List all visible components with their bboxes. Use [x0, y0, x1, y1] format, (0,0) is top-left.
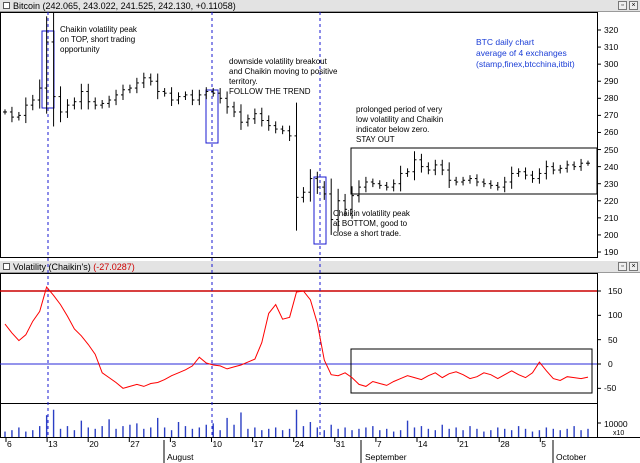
volatility-y-tick: 150 [608, 286, 623, 296]
x-tick-label: 21 [459, 439, 469, 449]
x-tick-label: 13 [48, 439, 58, 449]
month-label: September [365, 452, 407, 462]
price-bars [3, 12, 590, 235]
minimize-pane-button[interactable]: ▫ [618, 262, 627, 271]
minimize-pane-button[interactable]: ▫ [618, 1, 627, 10]
price-y-tick: 210 [604, 212, 619, 223]
close-pane-button[interactable]: × [629, 262, 638, 271]
volatility-title: Volatility (Chaikin's) [13, 262, 91, 272]
price-y-tick: 230 [604, 178, 619, 189]
volatility-readout: (-27.0287) [93, 262, 135, 272]
low-volatility-box [350, 147, 598, 195]
volatility-series [4, 286, 589, 389]
x-tick-label: 17 [253, 439, 264, 449]
ohlc-readout: (242.065, 243.022, 241.525, 242.130, +0.… [42, 1, 236, 11]
price-y-tick: 310 [604, 42, 619, 53]
breakout-box [205, 89, 219, 144]
month-label: October [556, 452, 587, 462]
pane-icon [3, 2, 10, 9]
x-tick-label: 14 [418, 439, 428, 449]
annotation-prolonged: prolonged period of very low volatility … [356, 105, 444, 144]
annotation-bottom-peak: Chaikin volatility peak at BOTTOM, good … [333, 209, 410, 238]
x-tick-label: 10 [212, 439, 222, 449]
volatility-pane-title: Volatility (Chaikin's) (-27.0287) [13, 261, 135, 273]
price-y-tick: 260 [604, 127, 619, 138]
month-label: August [167, 452, 194, 462]
symbol-label: Bitcoin [13, 1, 41, 11]
close-pane-button[interactable]: × [629, 1, 638, 10]
volatility-plot-frame [0, 273, 598, 404]
price-y-tick: 220 [604, 195, 619, 206]
price-y-tick: 200 [604, 229, 619, 240]
x-tick-label: 28 [500, 439, 510, 449]
x-tick-label: 24 [294, 439, 305, 449]
bottom-peak-box [313, 176, 327, 245]
chart-note: BTC daily chart average of 4 exchanges (… [476, 37, 575, 69]
pane-icon [3, 263, 10, 270]
price-y-tick: 290 [604, 76, 619, 87]
x-tick-label: 3 [171, 439, 177, 449]
x-tick-label: 5 [541, 439, 547, 449]
volume-scale-label: x10 [613, 430, 625, 437]
volatility-y-tick: 50 [608, 334, 618, 345]
price-y-tick: 320 [604, 25, 619, 35]
annotation-top-peak: Chaikin volatility peak on TOP, short tr… [60, 25, 137, 54]
price-y-tick: 280 [604, 93, 619, 104]
price-y-tick: 270 [604, 110, 619, 121]
volume-plot-frame [0, 403, 598, 438]
x-tick-label: 7 [376, 439, 382, 449]
volume-y-tick: 10000 [604, 419, 628, 429]
price-y-tick: 190 [604, 247, 619, 257]
volatility-y-tick: 100 [608, 310, 623, 321]
x-tick-label: 27 [130, 439, 140, 449]
price-plot-frame [0, 12, 598, 258]
x-tick-label: 6 [7, 439, 12, 449]
x-tick-label: 20 [89, 439, 99, 449]
price-y-tick: 300 [604, 59, 619, 70]
price-pane-title: Bitcoin (242.065, 243.022, 241.525, 242.… [13, 0, 236, 12]
annotation-breakout: downside volatility breakout and Chaikin… [229, 57, 338, 96]
low-volatility-box-indicator [350, 348, 593, 394]
volatility-y-tick: -50 [604, 383, 617, 394]
volatility-y-tick: 0 [608, 359, 613, 369]
price-pane-header: Bitcoin (242.065, 243.022, 241.525, 242.… [0, 0, 640, 12]
price-y-tick: 240 [604, 161, 619, 172]
volatility-line [4, 286, 589, 389]
price-y-tick: 250 [604, 144, 619, 155]
volume-bars [4, 409, 589, 437]
x-tick-label: 31 [335, 439, 346, 449]
